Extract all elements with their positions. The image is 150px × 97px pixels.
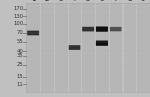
Bar	[95, 3, 109, 92]
FancyBboxPatch shape	[96, 26, 108, 32]
FancyBboxPatch shape	[27, 31, 39, 35]
Text: 170: 170	[13, 6, 23, 11]
Bar	[54, 3, 68, 92]
Bar	[109, 3, 123, 92]
Bar	[136, 3, 150, 92]
Text: 3: 3	[58, 0, 63, 2]
Text: 130: 130	[13, 13, 23, 19]
FancyBboxPatch shape	[82, 27, 94, 31]
Text: 9: 9	[141, 0, 145, 2]
FancyBboxPatch shape	[96, 41, 108, 46]
Text: 2: 2	[45, 0, 49, 2]
Bar	[26, 3, 150, 92]
Bar	[81, 3, 95, 92]
Text: 11: 11	[16, 82, 23, 87]
Text: 1: 1	[31, 0, 35, 2]
Text: 100: 100	[13, 21, 23, 26]
Text: 6: 6	[100, 0, 104, 2]
Text: 5: 5	[86, 0, 90, 2]
Bar	[26, 3, 40, 92]
Text: 40: 40	[16, 49, 23, 54]
FancyBboxPatch shape	[68, 45, 80, 50]
Text: 70: 70	[16, 30, 23, 36]
Text: 8: 8	[127, 0, 132, 2]
Text: 55: 55	[16, 39, 23, 44]
Bar	[68, 3, 81, 92]
Text: 4: 4	[72, 0, 76, 2]
Text: 7: 7	[113, 0, 118, 2]
Bar	[40, 3, 54, 92]
Bar	[123, 3, 136, 92]
Text: 15: 15	[16, 74, 23, 79]
Text: 35: 35	[17, 53, 23, 58]
Text: 25: 25	[16, 62, 23, 68]
FancyBboxPatch shape	[110, 27, 122, 31]
